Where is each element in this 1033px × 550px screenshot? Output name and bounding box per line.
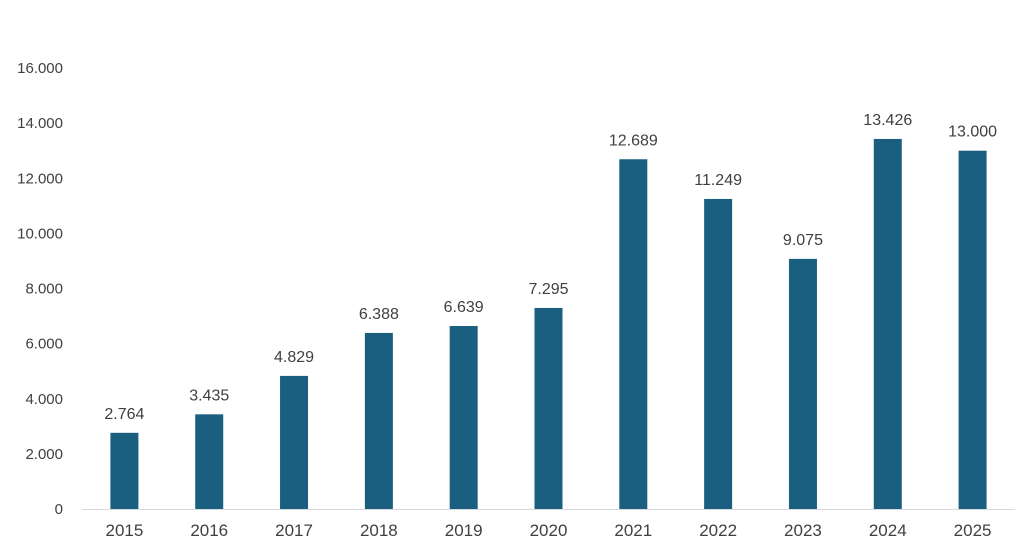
x-tick-label: 2024 bbox=[869, 521, 907, 540]
bar bbox=[280, 375, 309, 509]
x-tick-label: 2015 bbox=[105, 521, 143, 540]
y-tick-label: 8.000 bbox=[25, 281, 63, 298]
data-label: 4.829 bbox=[274, 349, 314, 366]
y-tick-label: 4.000 bbox=[25, 391, 63, 408]
data-label: 6.639 bbox=[444, 299, 484, 316]
bar bbox=[958, 150, 987, 509]
bar bbox=[788, 258, 817, 509]
bar bbox=[364, 332, 393, 509]
x-tick-label: 2021 bbox=[614, 521, 652, 540]
x-tick-label: 2019 bbox=[445, 521, 483, 540]
data-labels: 2.764 3.435 4.829 6.388 6.639 7.295 12.689 11.2… bbox=[104, 112, 997, 423]
data-label: 9.075 bbox=[783, 232, 823, 249]
data-label: 12.689 bbox=[609, 132, 658, 149]
data-label: 3.435 bbox=[189, 387, 229, 404]
y-tick-label: 14.000 bbox=[17, 115, 63, 132]
bar bbox=[449, 326, 478, 509]
bar bbox=[534, 307, 563, 509]
bar bbox=[195, 414, 224, 509]
x-axis-labels: 2015 2016 2017 2018 2019 2020 2021 2022 2023 2024… bbox=[105, 521, 991, 540]
data-label: 13.000 bbox=[948, 124, 997, 141]
x-tick-label: 2016 bbox=[190, 521, 228, 540]
y-tick-label: 0 bbox=[55, 501, 63, 518]
x-tick-label: 2018 bbox=[360, 521, 398, 540]
bar bbox=[619, 159, 648, 509]
data-label: 6.388 bbox=[359, 306, 399, 323]
x-tick-label: 2020 bbox=[530, 521, 568, 540]
x-tick-label: 2023 bbox=[784, 521, 822, 540]
x-tick-label: 2025 bbox=[954, 521, 992, 540]
bar-series bbox=[110, 138, 987, 510]
data-label: 11.249 bbox=[694, 172, 742, 189]
x-tick-label: 2017 bbox=[275, 521, 313, 540]
y-tick-label: 10.000 bbox=[17, 225, 63, 242]
y-tick-label: 12.000 bbox=[17, 170, 63, 187]
bar bbox=[110, 432, 139, 509]
y-tick-label: 6.000 bbox=[25, 336, 63, 353]
bar bbox=[704, 198, 733, 509]
data-label: 2.764 bbox=[104, 406, 144, 423]
bar bbox=[873, 138, 902, 510]
y-axis-ticks: 0 2.000 4.000 6.000 8.000 10.000 12.000 14.000 1… bbox=[17, 60, 63, 518]
y-tick-label: 2.000 bbox=[25, 446, 63, 463]
y-tick-label: 16.000 bbox=[17, 60, 63, 77]
x-tick-label: 2022 bbox=[699, 521, 737, 540]
data-label: 7.295 bbox=[528, 281, 568, 298]
data-label: 13.426 bbox=[863, 112, 912, 129]
